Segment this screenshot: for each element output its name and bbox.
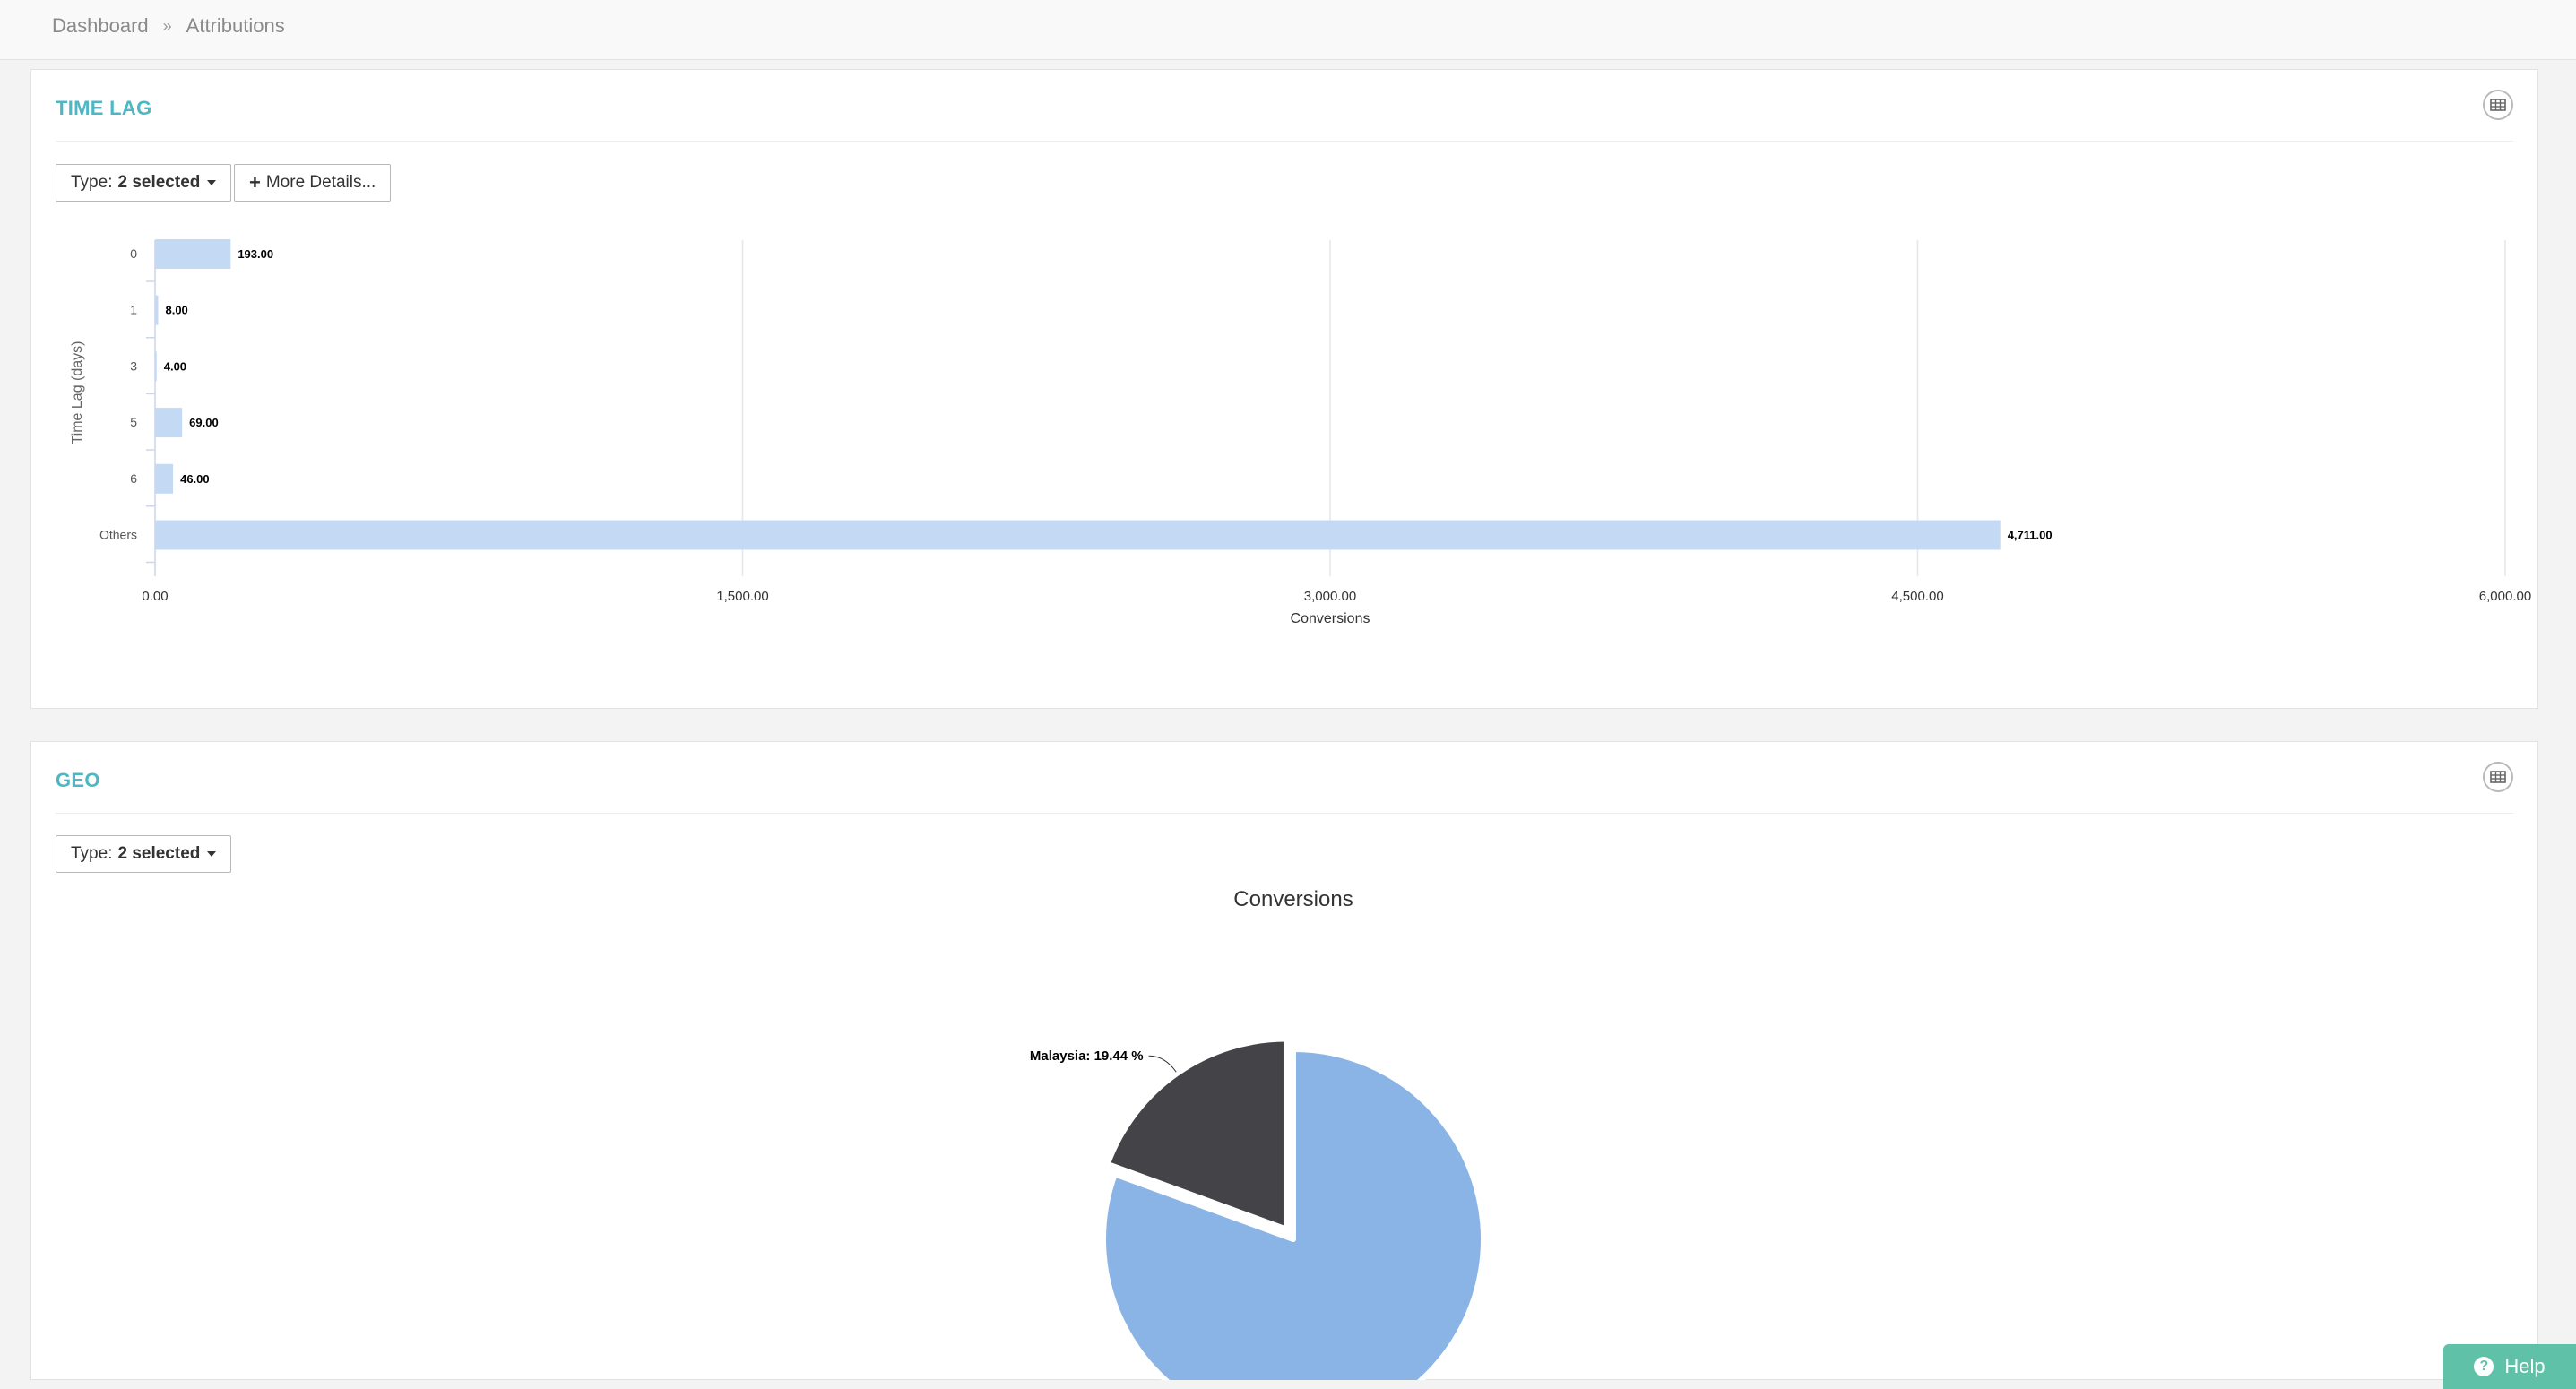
time-lag-panel: TIME LAG Type: 2 selected + More Details… bbox=[30, 69, 2538, 709]
time-lag-title: TIME LAG bbox=[56, 97, 152, 119]
y-tick-label: 5 bbox=[130, 415, 137, 429]
y-axis-title: Time Lag (days) bbox=[70, 341, 85, 444]
caret-down-icon bbox=[207, 851, 217, 857]
y-tick-label: Others bbox=[99, 528, 137, 542]
type-filter-label: Type: bbox=[71, 844, 113, 863]
bar bbox=[155, 408, 183, 438]
time-lag-type-dropdown[interactable]: Type: 2 selected bbox=[56, 164, 232, 202]
help-button[interactable]: ? Help bbox=[2443, 1344, 2576, 1389]
type-filter-value: 2 selected bbox=[117, 844, 201, 863]
bar bbox=[155, 463, 174, 494]
type-filter-value: 2 selected bbox=[117, 173, 201, 192]
table-icon bbox=[2490, 99, 2506, 111]
time-lag-table-toggle[interactable] bbox=[2483, 90, 2513, 120]
geo-pie-chart: ConversionsSingapore: 80.56 %Malaysia: 1… bbox=[1030, 887, 1486, 1380]
plus-icon: + bbox=[249, 171, 261, 194]
bar bbox=[155, 239, 231, 269]
bar bbox=[155, 295, 159, 325]
bar bbox=[155, 351, 157, 382]
y-tick-label: 3 bbox=[130, 358, 137, 373]
geo-title: GEO bbox=[56, 769, 100, 791]
y-tick-label: 6 bbox=[130, 471, 137, 486]
x-tick-label: 0.00 bbox=[142, 589, 168, 604]
breadcrumb: Dashboard » Attributions bbox=[52, 14, 285, 38]
pie-data-label: Malaysia: 19.44 % bbox=[1030, 1048, 1144, 1064]
more-details-button[interactable]: + More Details... bbox=[234, 164, 392, 202]
geo-table-toggle[interactable] bbox=[2483, 762, 2513, 792]
pie-slice bbox=[1101, 1047, 1486, 1380]
x-tick-label: 1,500.00 bbox=[716, 589, 768, 604]
x-tick-label: 6,000.00 bbox=[2479, 589, 2531, 604]
pie-title: Conversions bbox=[1233, 887, 1353, 911]
bar-data-label: 193.00 bbox=[238, 247, 273, 261]
breadcrumb-separator: » bbox=[162, 16, 172, 35]
time-lag-bar-chart: 193.00 0 8.00 1 4.00 3 69.00 5 46.00 6 4,711.00 Oth… bbox=[70, 239, 2531, 625]
geo-panel: GEO Type: 2 selected ConversionsSingapor… bbox=[30, 741, 2538, 1380]
bar bbox=[155, 520, 2001, 550]
pie-slice bbox=[1104, 1036, 1289, 1232]
more-details-label: More Details... bbox=[265, 173, 376, 192]
pie-connector bbox=[1148, 1055, 1177, 1073]
geo-divider bbox=[56, 813, 2513, 814]
bar-data-label: 8.00 bbox=[165, 304, 187, 317]
bar-data-label: 4.00 bbox=[164, 359, 186, 373]
bar-data-label: 69.00 bbox=[189, 416, 219, 429]
help-label: Help bbox=[2504, 1355, 2546, 1377]
top-bar: Dashboard » Attributions bbox=[0, 0, 2576, 60]
geo-type-dropdown[interactable]: Type: 2 selected bbox=[56, 835, 232, 873]
x-axis-title: Conversions bbox=[1291, 611, 1370, 625]
bar-data-label: 46.00 bbox=[180, 472, 210, 486]
time-lag-divider bbox=[56, 141, 2513, 142]
x-tick-label: 3,000.00 bbox=[1304, 589, 1356, 604]
y-tick-label: 1 bbox=[130, 303, 137, 317]
x-tick-label: 4,500.00 bbox=[1891, 589, 1943, 604]
caret-down-icon bbox=[207, 180, 217, 185]
table-icon bbox=[2490, 771, 2506, 783]
y-tick-label: 0 bbox=[130, 246, 137, 261]
bar-data-label: 4,711.00 bbox=[2008, 529, 2053, 542]
question-circle-icon: ? bbox=[2474, 1357, 2494, 1376]
breadcrumb-dashboard[interactable]: Dashboard bbox=[52, 14, 149, 37]
breadcrumb-attributions: Attributions bbox=[186, 14, 285, 37]
type-filter-label: Type: bbox=[71, 173, 113, 192]
